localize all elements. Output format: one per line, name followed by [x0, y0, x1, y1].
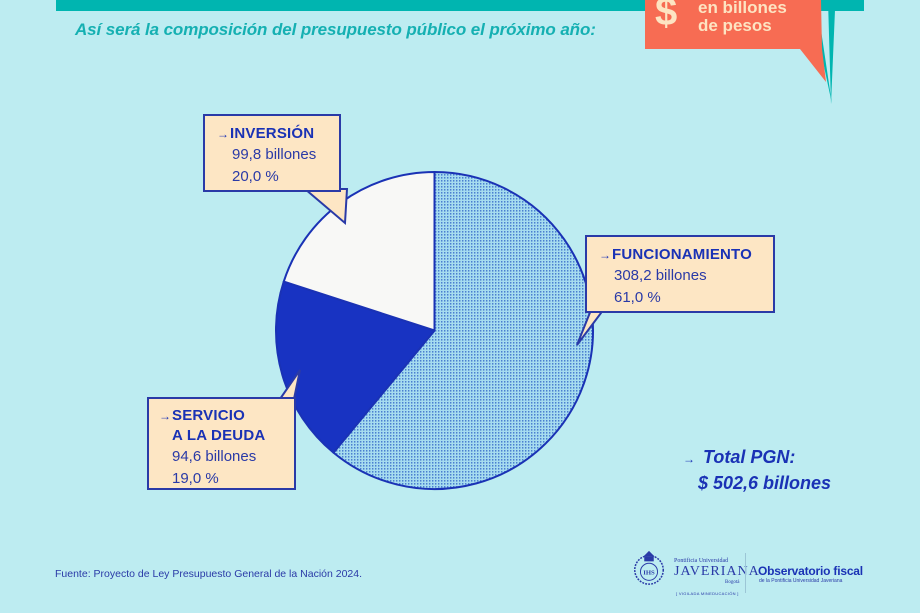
- logo-divider: [745, 553, 746, 593]
- dollar-icon: $: [655, 0, 678, 34]
- pie-slice-funcionamiento: [332, 171, 594, 490]
- total-label-row: → Total PGN:: [683, 445, 831, 471]
- callout-inversion-title: →INVERSIÓN: [217, 124, 339, 144]
- callout-inversion: →INVERSIÓN 99,8 billones 20,0 %: [203, 114, 341, 192]
- callout-servicio-title-line1: SERVICIO: [172, 407, 246, 424]
- callout-funcionamiento-title: →FUNCIONAMIENTO: [599, 245, 773, 265]
- source-note: Fuente: Proyecto de Ley Presupuesto Gene…: [55, 568, 363, 580]
- arrow-right-icon: →: [159, 409, 172, 423]
- callout-servicio-title-line2: A LA DEUDA: [172, 427, 266, 444]
- chart-subtitle: Así será la composición del presupuesto …: [75, 20, 596, 39]
- javeriana-name: JAVERIANA: [674, 564, 760, 579]
- unit-label: en billones de pesos: [698, 0, 787, 35]
- javeriana-motto: [ VIGILADA MINEDUCACIÓN ]: [676, 591, 739, 596]
- callout-servicio-title: →SERVICIO: [159, 406, 294, 426]
- arrow-right-icon: →: [599, 248, 612, 262]
- pie-slice-servicio-deuda: [275, 280, 436, 454]
- svg-text:IHS: IHS: [643, 570, 655, 577]
- total-label: Total PGN:: [703, 447, 796, 467]
- callout-funcionamiento-title-text: FUNCIONAMIENTO: [612, 246, 753, 263]
- javeriana-small: Pontificia Universidad: [674, 558, 729, 564]
- callout-funcionamiento-amount: 308,2 billones: [614, 267, 707, 284]
- callout-servicio: →SERVICIO A LA DEUDA 94,6 billones 19,0 …: [147, 397, 296, 490]
- total-value: $ 502,6 billones: [698, 473, 832, 493]
- javeriana-crest-icon: IHS: [633, 550, 665, 585]
- callout-servicio-percent: 19,0 %: [172, 470, 219, 487]
- callout-inversion-amount: 99,8 billones: [232, 146, 317, 163]
- callout-funcionamiento: →FUNCIONAMIENTO 308,2 billones 61,0 %: [585, 235, 775, 313]
- unit-label-line1: en billones: [698, 0, 787, 17]
- observatorio-title: Observatorio fiscal: [758, 564, 863, 578]
- callout-funcionamiento-percent: 61,0 %: [614, 289, 661, 306]
- footer-logos: IHS Pontificia Universidad JAVERIANA Bog…: [628, 547, 878, 602]
- callout-inversion-title-text: INVERSIÓN: [230, 125, 315, 142]
- arrow-right-icon: →: [683, 452, 695, 466]
- top-banner-bar: [56, 0, 864, 11]
- total-pgn: → Total PGN: $ 502,6 billones: [683, 445, 831, 495]
- unit-label-line2: de pesos: [698, 16, 772, 35]
- callout-inversion-percent: 20,0 %: [232, 168, 279, 185]
- arrow-right-icon: →: [217, 127, 230, 141]
- observatorio-subtitle: de la Pontificia Universidad Javeriana: [759, 578, 843, 584]
- javeriana-city: Bogotá: [725, 580, 740, 585]
- callout-servicio-amount: 94,6 billones: [172, 448, 257, 465]
